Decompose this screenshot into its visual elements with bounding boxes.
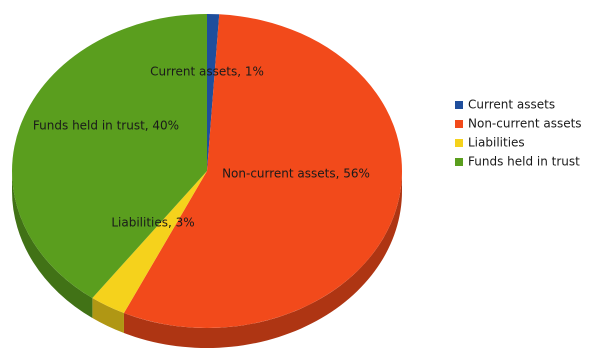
chart-legend: Current assets Non-current assets Liabilit… — [455, 98, 582, 169]
pie-slice-side-non-current-assets — [123, 171, 403, 349]
pie-slice-funds-held-in-trust — [12, 14, 208, 299]
pie-slice-current-assets — [207, 14, 220, 171]
pie-slice-side-liabilities — [92, 298, 124, 334]
data-label-liabilities: Liabilities, 3% — [111, 216, 194, 230]
pie-depth-layer — [12, 171, 403, 349]
data-label-current-assets: Current assets, 1% — [150, 65, 264, 79]
legend-label-liabilities: Liabilities — [468, 136, 525, 150]
legend-swatch-current-assets — [455, 101, 463, 109]
legend-label-funds-held-in-trust: Funds held in trust — [468, 155, 580, 169]
pie-slice-non-current-assets — [123, 14, 402, 328]
legend-label-current-assets: Current assets — [468, 98, 555, 112]
pie-slice-liabilities — [92, 171, 207, 314]
data-label-non-current-assets: Non-current assets, 56% — [222, 167, 370, 181]
legend-swatch-non-current-assets — [455, 120, 463, 128]
pie-labels-layer: Current assets, 1% Non-current assets, 56… — [33, 65, 370, 230]
legend-swatch-liabilities — [455, 139, 463, 147]
legend-swatch-funds-held-in-trust — [455, 158, 463, 166]
legend-label-non-current-assets: Non-current assets — [468, 117, 582, 131]
pie-top-layer — [12, 14, 402, 328]
pie-slice-side-funds-held-in-trust — [12, 171, 93, 319]
data-label-funds-held-in-trust: Funds held in trust, 40% — [33, 119, 179, 133]
